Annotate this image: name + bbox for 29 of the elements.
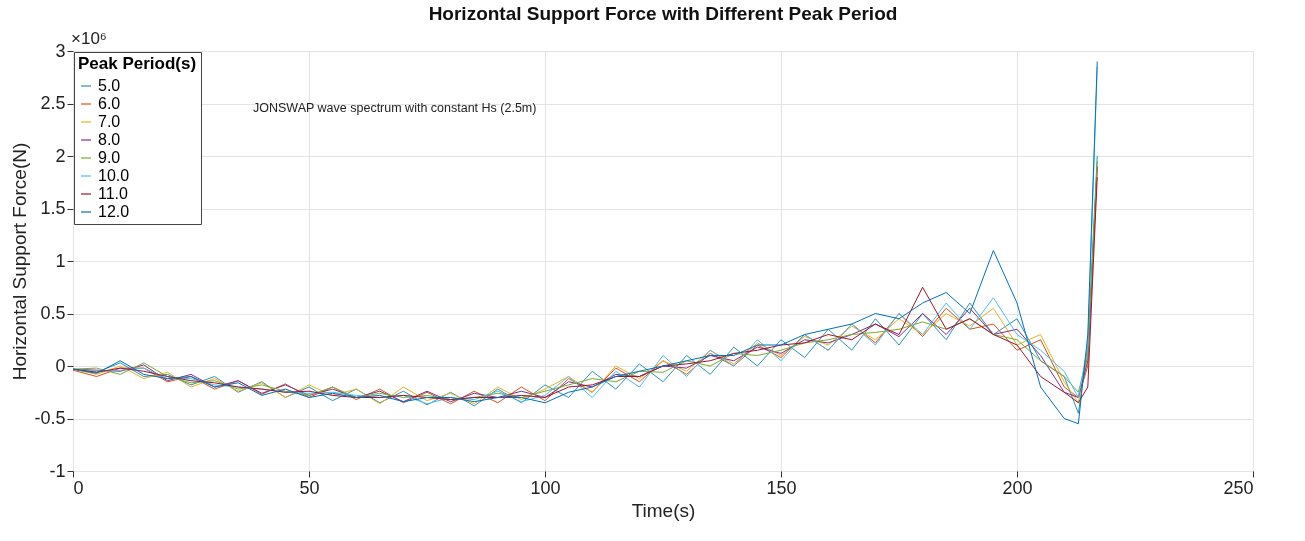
x-tick-label: 250	[1223, 477, 1254, 498]
legend-label: 11.0	[98, 185, 129, 202]
y-tick-label: 2	[55, 145, 66, 166]
x-tick-label: 150	[766, 477, 797, 498]
legend-label: 6.0	[98, 95, 121, 112]
y-tick-label: -0.5	[34, 408, 66, 428]
x-tick-label: 0	[73, 477, 84, 498]
x-tick-label: 50	[299, 477, 320, 498]
x-tick-label: 100	[530, 477, 561, 498]
y-tick-label: 1.5	[40, 198, 66, 218]
x-tick-label: 200	[1002, 477, 1033, 498]
y-tick-label: -1	[49, 460, 66, 481]
legend-title: Peak Period(s)	[78, 54, 197, 73]
legend-label: 9.0	[98, 149, 121, 166]
y-axis-title: Horizontal Support Force(N)	[9, 142, 31, 381]
y-tick-label: 2.5	[40, 93, 66, 113]
legend-label: 12.0	[98, 203, 130, 220]
legend-label: 10.0	[98, 167, 130, 184]
text: ×10⁶	[71, 29, 107, 48]
y-tick-label: 0.5	[40, 303, 66, 323]
chart-title: Horizontal Support Force with Different Peak Period	[428, 3, 898, 24]
y-tick-label: 3	[55, 40, 66, 61]
annotation: JONSWAP wave spectrum with constant Hs (2.5m)	[253, 101, 537, 115]
legend-label: 8.0	[98, 131, 121, 148]
legend-label: 5.0	[98, 77, 121, 94]
y-tick-label: 1	[55, 250, 66, 271]
x-axis-title: Time(s)	[631, 499, 696, 521]
y-tick-label: 0	[55, 355, 66, 376]
legend-label: 7.0	[98, 113, 121, 130]
